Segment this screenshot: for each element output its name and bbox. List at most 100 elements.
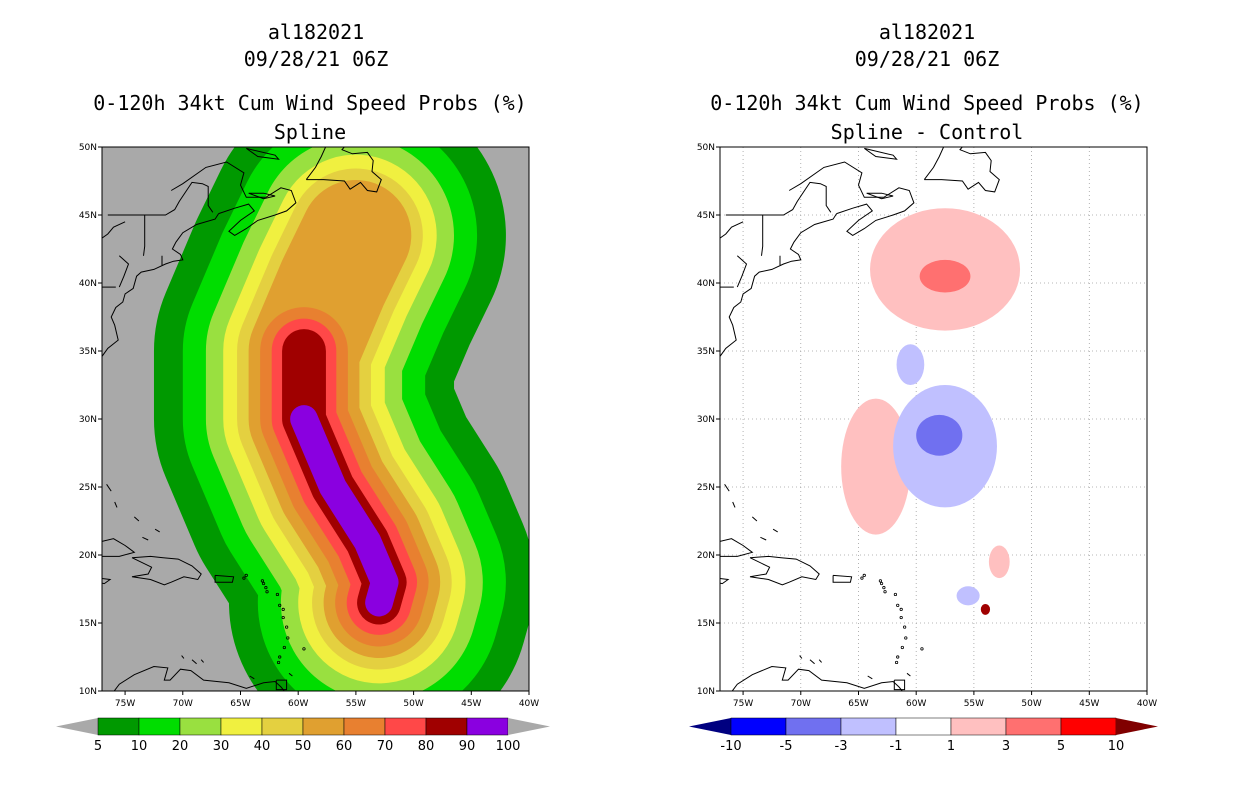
island (899, 607, 903, 612)
coastline (200, 659, 204, 663)
coastline (133, 516, 140, 522)
colorbar-swatch (950, 717, 1007, 736)
x-tick-label: 70W (173, 699, 193, 709)
island (896, 603, 900, 607)
left-map: 75W 70W 65W 60W 55W 50W 45W 40W 10N 15N 20N 25N 30N 3… (79, 143, 539, 709)
island (920, 647, 924, 651)
diff-blob-north-negative (896, 344, 925, 385)
colorbar-swatch (138, 717, 181, 736)
colorbar-swatch (466, 717, 509, 736)
coastline (102, 538, 136, 557)
x-tick-label: 75W (733, 699, 753, 709)
colorbar-label: 10 (131, 739, 148, 754)
coastline (114, 501, 118, 508)
colorbar-swatch (343, 717, 386, 736)
coastline (725, 181, 832, 216)
y-tick-label: 40N (79, 279, 97, 289)
coastline (724, 484, 730, 492)
island (302, 647, 306, 651)
coastline (736, 255, 748, 288)
x-tick-label: 45W (461, 699, 481, 709)
coastline (720, 538, 754, 557)
coastline (102, 213, 220, 357)
coastline (809, 659, 815, 665)
coastline (818, 659, 822, 663)
colorbar-label: 60 (336, 739, 353, 754)
diff-blob-south-strong-positive (980, 603, 991, 615)
coastline (170, 161, 297, 236)
coastline (246, 147, 280, 160)
island (862, 573, 866, 578)
colorbar-extend-left (56, 718, 98, 735)
coastline (214, 574, 235, 583)
island (242, 576, 246, 580)
colorbar-label: 5 (94, 739, 102, 754)
y-tick-label: 50N (697, 143, 715, 153)
island (282, 645, 286, 650)
coastline (751, 516, 758, 522)
colorbar-label: -10 (720, 739, 741, 754)
x-tick-label: 50W (1021, 699, 1041, 709)
coastline (906, 672, 911, 677)
island (904, 636, 908, 640)
colorbar-label: 50 (295, 739, 312, 754)
colorbar-label: 80 (418, 739, 435, 754)
coastline (799, 655, 803, 659)
x-tick-label: 65W (848, 699, 868, 709)
x-tick-label: 50W (403, 699, 423, 709)
y-tick-label: 25N (697, 483, 715, 493)
coastline (720, 221, 744, 239)
island (275, 592, 280, 597)
colorbar-swatch (1005, 717, 1062, 736)
coastline (248, 192, 276, 200)
colorbar-label: -1 (890, 739, 903, 754)
colorbar-extend-left (689, 718, 731, 735)
left-colorbar: 5 10 20 30 40 50 60 70 80 90 100 (56, 717, 550, 754)
coastline (832, 574, 853, 583)
island (860, 576, 864, 580)
colorbar-swatch (425, 717, 468, 736)
coastline (181, 655, 185, 659)
coastline (131, 555, 202, 586)
y-tick-label: 15N (79, 619, 97, 629)
y-tick-label: 10N (79, 687, 97, 697)
colorbar-swatch (220, 717, 263, 736)
right-map: 75W 70W 65W 60W 55W 50W 45W 40W 10N 15N 20N 25N 30N 3… (697, 143, 1157, 709)
colorbar-swatch (1060, 717, 1117, 736)
right-axis-ticks: 75W 70W 65W 60W 55W 50W 45W 40W 10N 15N 20N 25N 30N 3… (697, 143, 1157, 709)
y-tick-label: 35N (79, 347, 97, 357)
diff-blob-south-negative (956, 586, 980, 606)
island (260, 579, 265, 583)
left-subtitle: Spline (274, 120, 346, 144)
coastline (142, 536, 149, 541)
left-axis-ticks: 75W 70W 65W 60W 55W 50W 45W 40W 10N 15N 20N 25N 30N 3… (79, 143, 539, 709)
coastline (788, 161, 915, 236)
colorbar-label: -3 (835, 739, 848, 754)
coastline (102, 578, 112, 585)
colorbar-swatch (895, 717, 952, 736)
coastline (720, 578, 730, 585)
y-tick-label: 35N (697, 347, 715, 357)
x-tick-label: 65W (230, 699, 250, 709)
island (285, 625, 289, 629)
colorbar-swatch (785, 717, 842, 736)
coastline (732, 501, 736, 508)
island (893, 592, 898, 597)
colorbar-label: 70 (377, 739, 394, 754)
right-title: 0-120h 34kt Cum Wind Speed Probs (%) (710, 91, 1143, 115)
colorbar-extend-right (508, 718, 550, 735)
island (896, 655, 900, 659)
island (278, 655, 282, 659)
island (264, 586, 268, 590)
island (894, 660, 899, 665)
coastline (107, 181, 214, 216)
left-probability-contours (153, 147, 529, 691)
right-difference-contours (841, 208, 1021, 615)
left-datetime: 09/28/21 06Z (244, 47, 389, 71)
y-tick-label: 45N (697, 211, 715, 221)
island (882, 586, 886, 590)
coastline (760, 536, 767, 541)
coastline (731, 665, 903, 691)
coastline (118, 255, 130, 288)
colorbar-label: 10 (1108, 739, 1125, 754)
